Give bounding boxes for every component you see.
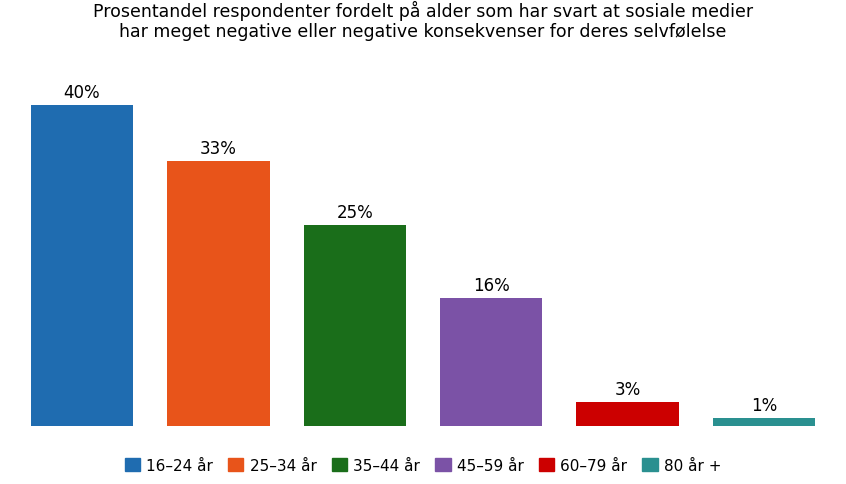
Text: 33%: 33% [200, 140, 237, 158]
Bar [440, 298, 542, 426]
Text: 1%: 1% [751, 396, 777, 414]
Bar [30, 106, 133, 426]
Text: 3%: 3% [614, 380, 640, 398]
Bar [576, 402, 678, 426]
Bar [713, 418, 816, 426]
Bar [168, 162, 270, 426]
Text: 40%: 40% [63, 84, 101, 102]
Bar [304, 226, 406, 426]
Text: 16%: 16% [473, 276, 509, 294]
Text: 25%: 25% [337, 204, 373, 222]
Legend: 16–24 år, 25–34 år, 35–44 år, 45–59 år, 60–79 år, 80 år +: 16–24 år, 25–34 år, 35–44 år, 45–59 år, … [118, 452, 728, 479]
Title: Prosentandel respondenter fordelt på alder som har svart at sosiale medier
har m: Prosentandel respondenter fordelt på ald… [93, 0, 753, 41]
